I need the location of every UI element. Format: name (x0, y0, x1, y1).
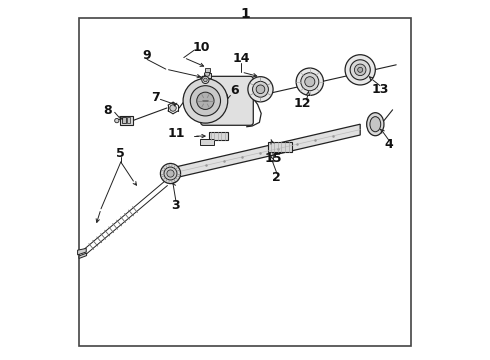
Text: 6: 6 (230, 84, 239, 97)
Ellipse shape (367, 113, 384, 136)
Text: 8: 8 (103, 104, 112, 117)
Bar (209, 132, 228, 140)
Text: 15: 15 (265, 152, 283, 165)
FancyBboxPatch shape (201, 76, 253, 125)
Circle shape (301, 73, 319, 91)
Circle shape (358, 67, 363, 72)
Text: 12: 12 (294, 97, 311, 110)
Ellipse shape (370, 117, 381, 132)
Circle shape (197, 92, 214, 109)
Circle shape (354, 64, 366, 76)
Text: 13: 13 (371, 83, 389, 96)
Circle shape (345, 55, 375, 85)
Circle shape (164, 167, 177, 180)
Text: 2: 2 (272, 171, 281, 184)
Text: 9: 9 (143, 49, 151, 62)
Circle shape (256, 85, 265, 94)
Circle shape (202, 76, 209, 84)
Circle shape (183, 78, 228, 123)
Circle shape (204, 78, 207, 82)
Circle shape (170, 105, 176, 111)
Bar (122, 117, 126, 123)
Text: 14: 14 (233, 52, 250, 65)
Circle shape (350, 60, 370, 80)
Circle shape (167, 170, 174, 177)
Bar (204, 73, 211, 78)
Text: 11: 11 (168, 127, 185, 140)
Text: 5: 5 (117, 147, 125, 159)
Circle shape (305, 77, 315, 87)
Polygon shape (178, 124, 360, 177)
Circle shape (160, 163, 180, 184)
Circle shape (248, 77, 273, 102)
Bar (120, 116, 133, 125)
Polygon shape (77, 248, 86, 255)
Circle shape (205, 71, 210, 76)
Text: 7: 7 (151, 91, 160, 104)
Text: 4: 4 (385, 138, 393, 151)
Bar (269, 142, 292, 152)
Text: 1: 1 (240, 8, 250, 21)
Bar (205, 68, 210, 72)
Text: 3: 3 (172, 199, 180, 212)
Text: 10: 10 (193, 41, 210, 54)
Bar (200, 139, 214, 145)
Circle shape (252, 81, 269, 97)
Bar (127, 117, 130, 123)
Circle shape (296, 68, 323, 95)
Circle shape (190, 86, 220, 116)
Circle shape (115, 118, 119, 123)
Polygon shape (79, 253, 87, 258)
